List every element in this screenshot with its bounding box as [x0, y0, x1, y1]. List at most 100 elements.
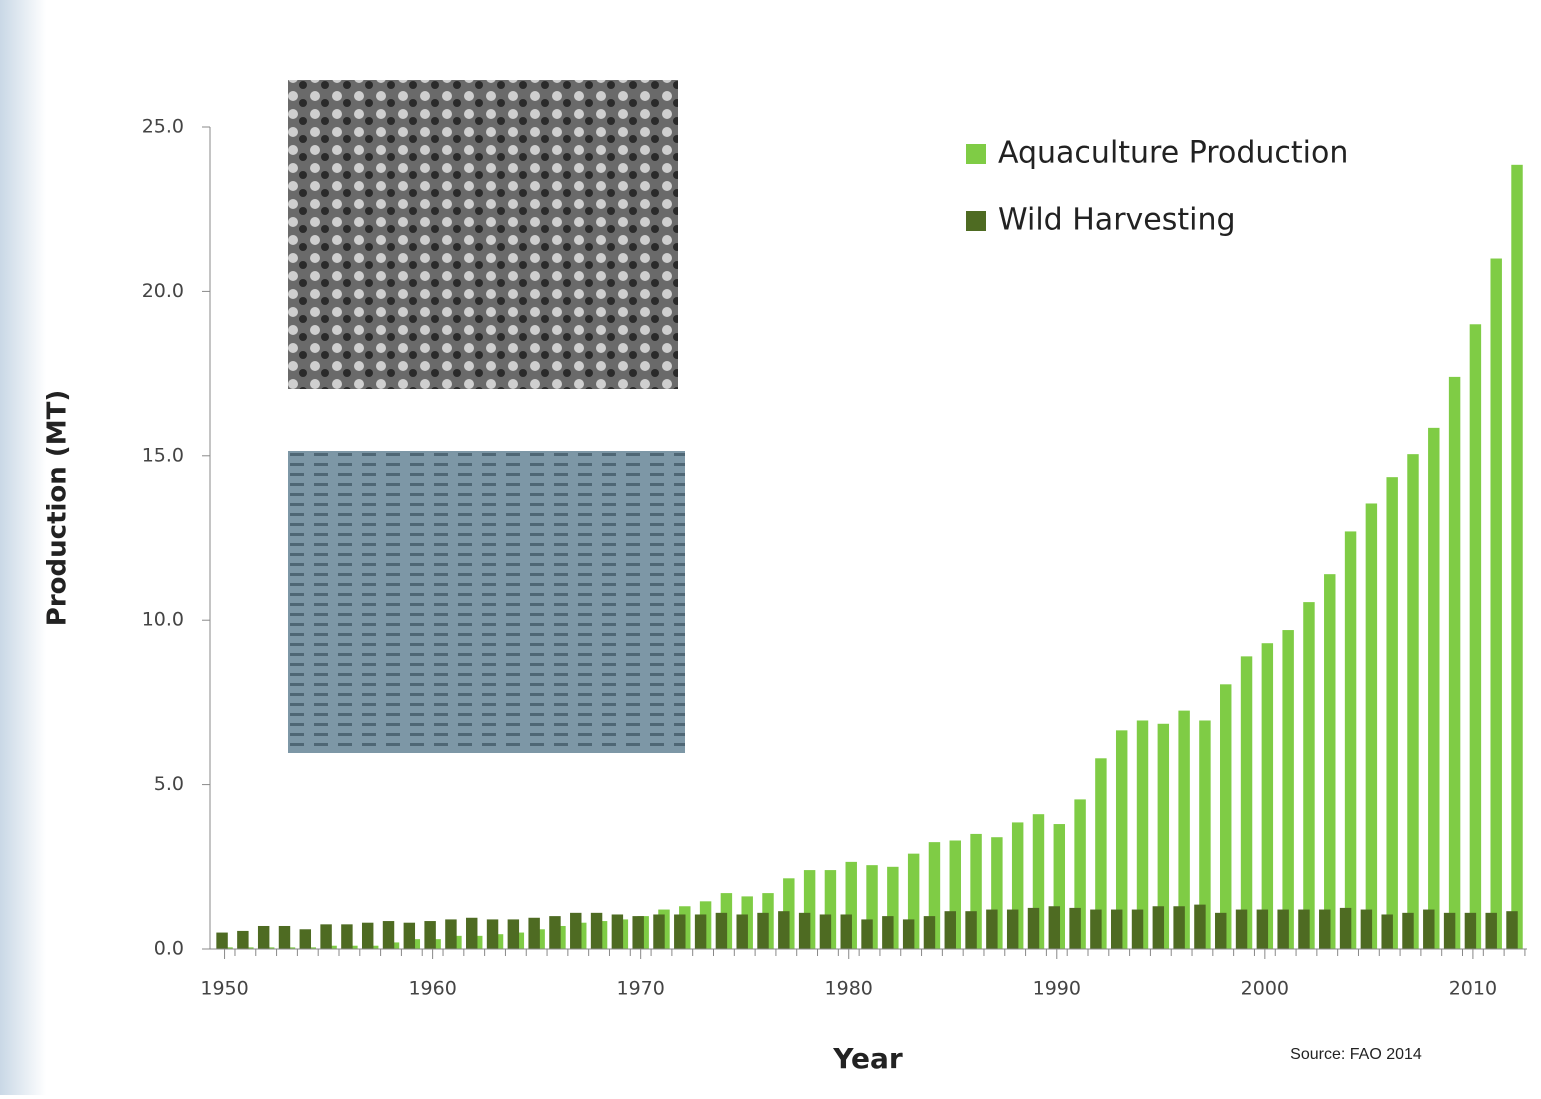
bar [299, 929, 312, 949]
y-tick-label: 25.0 [142, 116, 184, 138]
bar [1194, 904, 1206, 949]
bar [1365, 503, 1378, 949]
bar [1282, 630, 1294, 949]
bar [861, 919, 873, 949]
bar [570, 912, 582, 949]
legend-label: Aquaculture Production [998, 136, 1348, 171]
bar [1511, 164, 1523, 949]
y-tick-label: 20.0 [142, 280, 184, 302]
bar [1261, 643, 1274, 949]
x-tick-label: 1950 [200, 978, 248, 1000]
bar [466, 917, 478, 949]
bar [845, 861, 857, 949]
bar [1115, 730, 1128, 949]
bar [1448, 376, 1461, 949]
bar [1053, 824, 1066, 949]
bar [970, 833, 982, 949]
bar [907, 853, 920, 949]
bar [1178, 710, 1190, 949]
bar [1381, 914, 1393, 949]
bar [736, 914, 748, 949]
bar [887, 866, 899, 949]
bar [965, 911, 977, 949]
bar [1360, 909, 1373, 949]
bar [216, 932, 228, 949]
bar [1485, 912, 1497, 949]
bar [341, 924, 353, 949]
bar [1069, 907, 1081, 949]
bar [549, 916, 561, 949]
bar [1110, 909, 1123, 949]
bar [986, 909, 998, 949]
y-tick-label: 10.0 [142, 609, 184, 631]
bar [1423, 909, 1435, 949]
bar [944, 911, 956, 949]
bar [320, 924, 332, 949]
bar [824, 870, 837, 949]
bar [1303, 602, 1315, 949]
bar [590, 912, 603, 949]
bar [1006, 909, 1019, 949]
bar [819, 914, 832, 949]
bar [1277, 909, 1289, 949]
bar [674, 914, 686, 949]
bar [694, 914, 707, 949]
bar [1443, 912, 1456, 949]
bar [923, 916, 936, 949]
x-tick-label: 1970 [616, 978, 664, 1000]
bar [840, 914, 852, 949]
bar [1215, 912, 1227, 949]
legend-swatch [966, 211, 986, 231]
x-tick-label: 1990 [1033, 978, 1081, 1000]
bar [237, 930, 249, 949]
bar [1469, 324, 1482, 949]
bar [1011, 822, 1024, 949]
legend-swatch [966, 144, 986, 164]
legend-label: Wild Harvesting [998, 203, 1236, 238]
x-tick-label: 1980 [825, 978, 873, 1000]
bar [1032, 814, 1045, 949]
bar [1235, 909, 1248, 949]
bar [507, 919, 520, 949]
y-tick-label: 15.0 [142, 444, 184, 466]
bar [1402, 912, 1414, 949]
bar [1048, 906, 1061, 949]
bar [1319, 909, 1331, 949]
x-tick-label: 1960 [408, 978, 456, 1000]
bar [757, 912, 769, 949]
bar [1095, 758, 1107, 949]
bar [1256, 909, 1269, 949]
bar [798, 912, 811, 949]
bar [1220, 684, 1232, 949]
bar [653, 914, 665, 949]
bar [1199, 720, 1211, 949]
bar [403, 922, 416, 949]
bar [382, 921, 395, 949]
bar [1490, 258, 1502, 949]
photo-harvesting [288, 80, 678, 389]
bar [1428, 427, 1440, 949]
bar [1407, 454, 1419, 949]
bar [1090, 909, 1102, 949]
bar [1027, 907, 1040, 949]
bar [1173, 906, 1185, 949]
bar [445, 919, 457, 949]
bar [949, 840, 961, 949]
bar [1464, 912, 1477, 949]
bar [1386, 477, 1398, 949]
bar [528, 917, 540, 949]
bar [1136, 720, 1149, 949]
bar [278, 925, 291, 949]
x-tick-label: 2010 [1449, 978, 1497, 1000]
bar [778, 911, 790, 949]
bar [1298, 909, 1310, 949]
bar [632, 916, 644, 949]
x-axis-title: Year [832, 1042, 903, 1075]
bar [1131, 909, 1144, 949]
bar [1506, 911, 1518, 949]
bar [1240, 656, 1253, 949]
bar [882, 916, 894, 949]
y-tick-label: 5.0 [154, 773, 184, 795]
bar [866, 865, 878, 949]
